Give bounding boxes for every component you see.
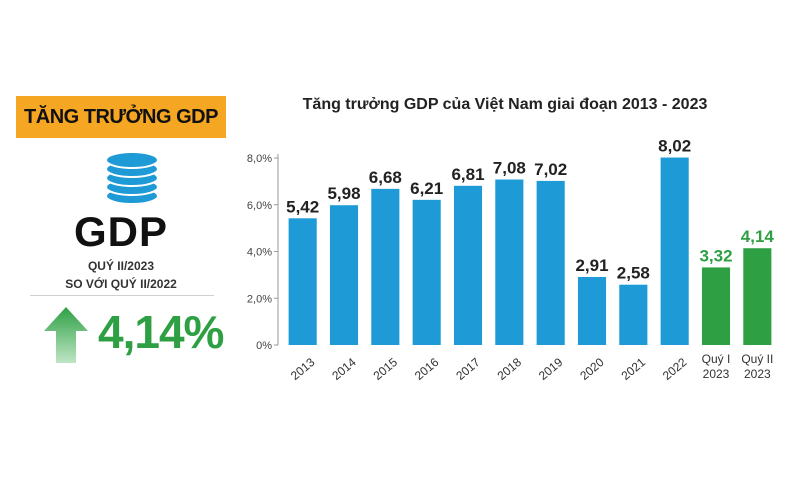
data-label: 7,02 <box>534 160 567 179</box>
x-tick-label: 2016 <box>412 355 442 383</box>
x-tick-label: 2014 <box>329 355 359 383</box>
y-tick-label: 6,0% <box>247 200 272 212</box>
x-tick-label: 2022 <box>660 355 690 383</box>
data-label: 5,42 <box>286 197 319 216</box>
x-tick-label: 2013 <box>288 355 318 383</box>
x-tick-label: 2021 <box>619 355 649 383</box>
growth-value: 4,14% <box>98 306 224 358</box>
data-label: 7,08 <box>493 159 526 178</box>
bar <box>495 179 524 345</box>
bar <box>288 218 317 345</box>
up-arrow-icon <box>44 307 88 363</box>
bar <box>371 188 400 345</box>
bar-chart: 0% 2,0% 4,0% 6,0% 8,0% 5,42 2013 5,98 2014 6,68 20… <box>247 140 775 383</box>
x-tick-label: 2019 <box>536 355 566 383</box>
x-tick-label: 2023 <box>703 367 730 381</box>
bar <box>536 180 565 345</box>
x-tick-label: 2015 <box>371 355 401 383</box>
data-label: 6,21 <box>410 179 443 198</box>
x-tick-label: 2018 <box>495 355 525 383</box>
y-tick-label: 2,0% <box>247 293 272 305</box>
data-label: 2,91 <box>575 256 608 275</box>
coin-stack-icon <box>105 151 159 205</box>
comparison-label: SO VỚI QUÝ II/2022 <box>65 277 177 291</box>
x-tick-label: Quý I <box>702 352 731 366</box>
bar <box>701 267 731 345</box>
y-tick-label: 8,0% <box>247 153 272 165</box>
data-label: 6,68 <box>369 168 402 187</box>
period-label: QUÝ II/2023 <box>87 259 155 273</box>
data-label: 8,02 <box>658 140 691 156</box>
data-label: 6,81 <box>451 165 484 184</box>
data-label: 4,14 <box>741 227 775 246</box>
gdp-label: GDP <box>73 208 168 255</box>
bar <box>412 199 441 345</box>
y-tick-label: 0% <box>256 340 272 352</box>
bar <box>619 284 648 345</box>
data-label: 2,58 <box>617 264 650 283</box>
bar <box>743 248 772 345</box>
chart-title: Tăng trưởng GDP của Việt Nam giai đoạn 2… <box>302 96 708 113</box>
section-title: TĂNG TRƯỞNG GDP <box>16 96 226 138</box>
data-label: 3,32 <box>699 246 732 265</box>
bar <box>577 276 607 345</box>
bar <box>329 205 359 345</box>
x-tick-label: Quý II <box>741 352 773 366</box>
y-tick-label: 4,0% <box>247 247 272 259</box>
bar <box>660 157 689 345</box>
bar <box>453 185 483 345</box>
divider <box>30 295 214 296</box>
x-tick-label: 2017 <box>453 355 483 383</box>
data-label: 5,98 <box>327 184 360 203</box>
x-tick-label: 2020 <box>577 355 607 383</box>
x-tick-label: 2023 <box>744 367 771 381</box>
